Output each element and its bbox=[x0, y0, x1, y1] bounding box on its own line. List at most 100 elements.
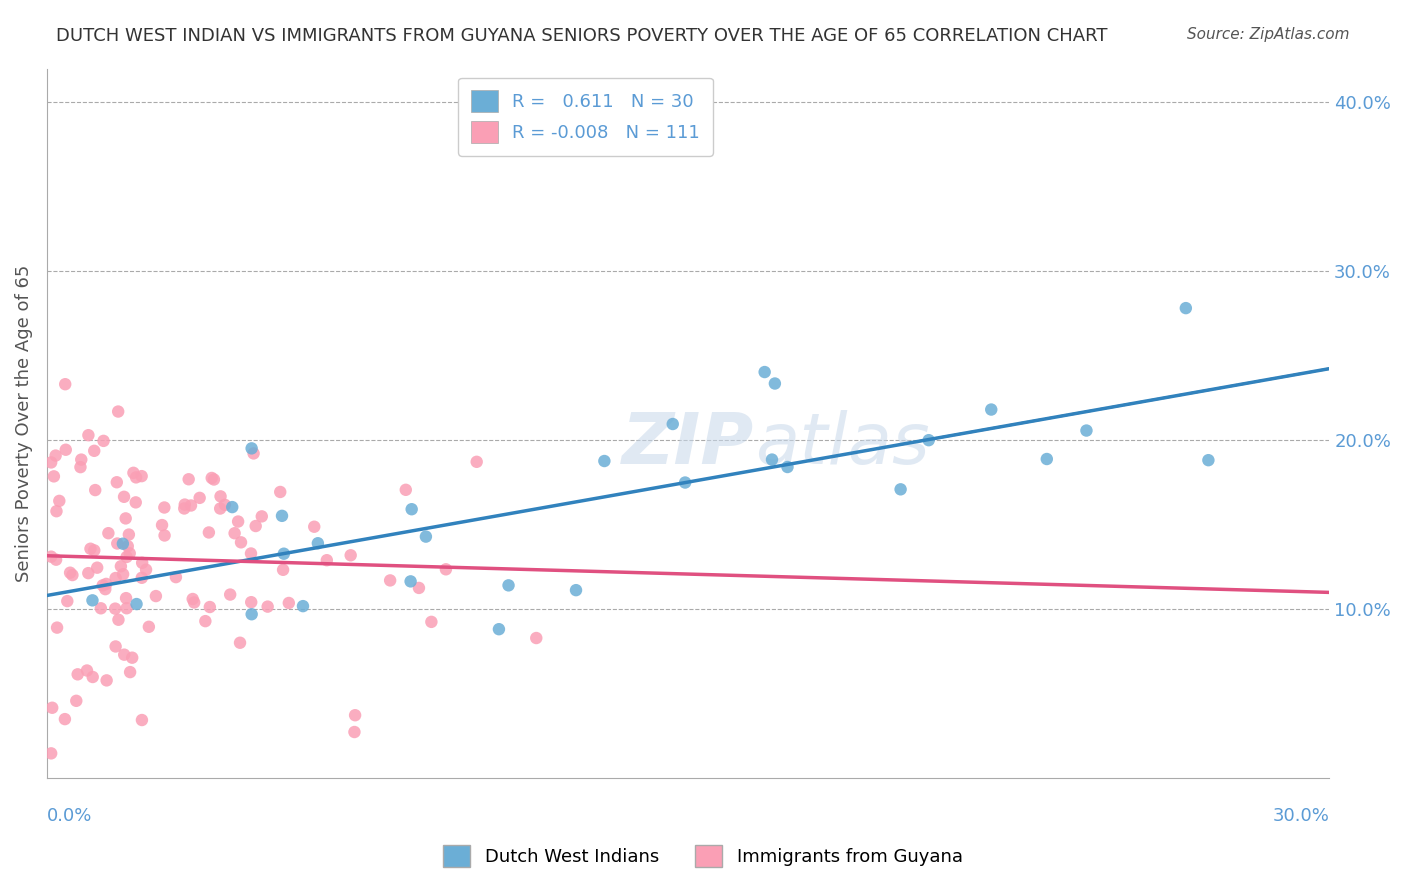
Point bbox=[339, 549, 361, 563]
Point bbox=[125, 470, 148, 484]
Point bbox=[271, 508, 294, 523]
Point bbox=[754, 365, 776, 379]
Point bbox=[524, 631, 547, 645]
Point bbox=[488, 622, 510, 636]
Point bbox=[183, 595, 205, 609]
Point bbox=[79, 541, 101, 556]
Point bbox=[104, 601, 127, 615]
Point bbox=[53, 712, 76, 726]
Point bbox=[118, 527, 141, 541]
Legend: R =   0.611   N = 30, R = -0.008   N = 111: R = 0.611 N = 30, R = -0.008 N = 111 bbox=[458, 78, 713, 156]
Point bbox=[918, 433, 941, 447]
Text: 30.0%: 30.0% bbox=[1272, 807, 1329, 825]
Point bbox=[39, 747, 62, 761]
Y-axis label: Seniors Poverty Over the Age of 65: Seniors Poverty Over the Age of 65 bbox=[15, 265, 32, 582]
Point bbox=[226, 515, 249, 529]
Point bbox=[250, 509, 273, 524]
Point bbox=[224, 526, 246, 541]
Point bbox=[105, 475, 128, 490]
Point bbox=[181, 592, 204, 607]
Point bbox=[55, 442, 77, 457]
Point bbox=[138, 620, 160, 634]
Point bbox=[105, 536, 128, 550]
Point bbox=[434, 562, 457, 576]
Point bbox=[104, 571, 127, 585]
Point bbox=[221, 500, 243, 514]
Point bbox=[344, 708, 367, 723]
Point bbox=[165, 570, 187, 584]
Point bbox=[131, 556, 153, 570]
Point bbox=[53, 377, 76, 392]
Point bbox=[277, 596, 299, 610]
Point bbox=[112, 648, 135, 662]
Point bbox=[110, 559, 132, 574]
Point bbox=[1174, 301, 1197, 315]
Point bbox=[209, 489, 232, 503]
Point bbox=[96, 673, 118, 688]
Point bbox=[343, 725, 366, 739]
Point bbox=[91, 578, 114, 592]
Point bbox=[60, 568, 83, 582]
Point bbox=[121, 650, 143, 665]
Point bbox=[48, 494, 70, 508]
Point bbox=[269, 485, 291, 500]
Point bbox=[420, 615, 443, 629]
Point bbox=[465, 455, 488, 469]
Point bbox=[291, 599, 314, 614]
Point bbox=[39, 455, 62, 469]
Point bbox=[1036, 452, 1059, 467]
Point bbox=[209, 501, 232, 516]
Point bbox=[240, 442, 263, 456]
Point bbox=[90, 601, 112, 615]
Point bbox=[153, 528, 176, 542]
Point bbox=[131, 713, 153, 727]
Legend: Dutch West Indians, Immigrants from Guyana: Dutch West Indians, Immigrants from Guya… bbox=[436, 838, 970, 874]
Point bbox=[229, 636, 252, 650]
Point bbox=[565, 583, 588, 598]
Point bbox=[86, 560, 108, 574]
Point bbox=[242, 446, 264, 460]
Point bbox=[661, 417, 683, 431]
Point bbox=[70, 452, 93, 467]
Point bbox=[673, 475, 696, 490]
Point bbox=[104, 640, 127, 654]
Point bbox=[65, 694, 87, 708]
Point bbox=[198, 600, 221, 615]
Point bbox=[761, 452, 783, 467]
Point bbox=[198, 525, 221, 540]
Point bbox=[240, 607, 263, 622]
Point bbox=[77, 566, 100, 581]
Point bbox=[401, 502, 423, 516]
Point bbox=[173, 498, 195, 512]
Point bbox=[245, 519, 267, 533]
Point bbox=[593, 454, 616, 468]
Point bbox=[83, 443, 105, 458]
Point bbox=[97, 526, 120, 541]
Text: 0.0%: 0.0% bbox=[46, 807, 93, 825]
Point bbox=[39, 549, 62, 564]
Point bbox=[83, 543, 105, 558]
Point bbox=[56, 594, 79, 608]
Point bbox=[256, 599, 278, 614]
Point bbox=[96, 577, 118, 591]
Point bbox=[177, 472, 200, 486]
Point bbox=[201, 471, 224, 485]
Text: Source: ZipAtlas.com: Source: ZipAtlas.com bbox=[1187, 27, 1350, 42]
Point bbox=[46, 621, 69, 635]
Point bbox=[45, 552, 67, 566]
Point bbox=[94, 582, 117, 596]
Point bbox=[122, 466, 145, 480]
Point bbox=[890, 483, 912, 497]
Point bbox=[120, 665, 142, 679]
Point bbox=[107, 404, 129, 418]
Point bbox=[131, 571, 153, 585]
Point bbox=[214, 498, 236, 512]
Point bbox=[82, 593, 104, 607]
Point bbox=[408, 581, 430, 595]
Point bbox=[304, 520, 326, 534]
Point bbox=[118, 546, 141, 560]
Text: DUTCH WEST INDIAN VS IMMIGRANTS FROM GUYANA SENIORS POVERTY OVER THE AGE OF 65 C: DUTCH WEST INDIAN VS IMMIGRANTS FROM GUY… bbox=[56, 27, 1108, 45]
Point bbox=[42, 469, 65, 483]
Point bbox=[980, 402, 1002, 417]
Point bbox=[84, 483, 107, 497]
